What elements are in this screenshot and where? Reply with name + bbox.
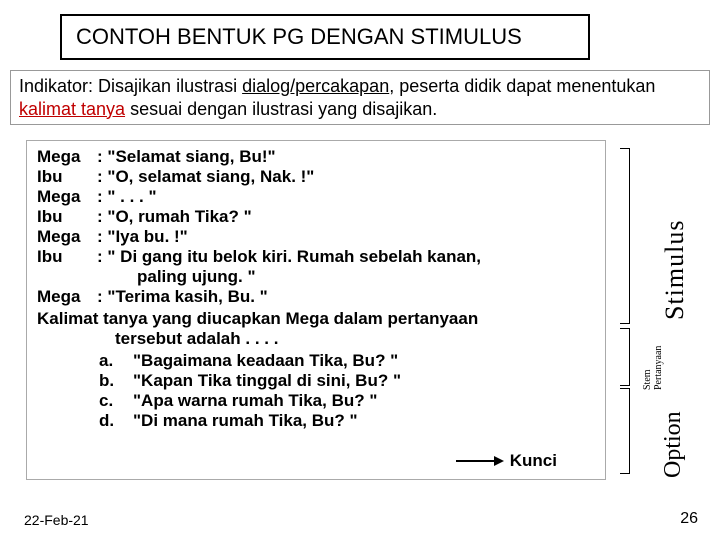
arrow-icon	[456, 456, 504, 466]
label-stem: Stem Pertanyaan	[642, 326, 664, 390]
option-row: d."Di mana rumah Tika, Bu? "	[37, 411, 595, 431]
ind-u2: kalimat tanya	[19, 99, 125, 119]
content-box: Mega: "Selamat siang, Bu!" Ibu: "O, sela…	[26, 140, 606, 480]
dialog-row: Mega: "Iya bu. !"	[37, 227, 595, 247]
footer-date: 22-Feb-21	[24, 512, 89, 528]
footer-page: 26	[680, 510, 698, 528]
ind-mid: , peserta didik dapat menentukan	[389, 76, 655, 96]
question-line1: Kalimat tanya yang diucapkan Mega dalam …	[37, 309, 595, 329]
title-box: CONTOH BENTUK PG DENGAN STIMULUS	[60, 14, 590, 60]
speaker: Ibu	[37, 207, 97, 227]
kunci-wrap: Kunci	[456, 451, 557, 471]
dialog-cont: paling ujung. "	[37, 267, 595, 287]
dialog-row: Mega: "Terima kasih, Bu. "	[37, 287, 595, 307]
line: : " . . . "	[97, 187, 595, 207]
options: a."Bagaimana keadaan Tika, Bu? " b."Kapa…	[37, 351, 595, 431]
kunci-label: Kunci	[510, 451, 557, 471]
line: : "O, rumah Tika? "	[97, 207, 595, 227]
title-text: CONTOH BENTUK PG DENGAN STIMULUS	[76, 24, 522, 49]
dialog-row: Ibu: " Di gang itu belok kiri. Rumah seb…	[37, 247, 595, 267]
bracket-option-icon	[620, 388, 630, 474]
speaker: Ibu	[37, 167, 97, 187]
bracket-stimulus-icon	[620, 148, 630, 324]
option-row: a."Bagaimana keadaan Tika, Bu? "	[37, 351, 595, 371]
option-text: "Apa warna rumah Tika, Bu? "	[133, 391, 377, 411]
option-text: "Kapan Tika tinggal di sini, Bu? "	[133, 371, 401, 391]
speaker: Mega	[37, 187, 97, 207]
ind-u1: dialog/percakapan	[242, 76, 389, 96]
line: : "Iya bu. !"	[97, 227, 595, 247]
line: : "Terima kasih, Bu. "	[97, 287, 595, 307]
option-text: "Di mana rumah Tika, Bu? "	[133, 411, 358, 431]
label-option: Option	[660, 398, 687, 478]
speaker: Mega	[37, 287, 97, 307]
speaker: Mega	[37, 147, 97, 167]
option-row: b."Kapan Tika tinggal di sini, Bu? "	[37, 371, 595, 391]
option-text: "Bagaimana keadaan Tika, Bu? "	[133, 351, 398, 371]
option-letter: a.	[99, 351, 133, 371]
speaker: Mega	[37, 227, 97, 247]
dialog-row: Mega: " . . . "	[37, 187, 595, 207]
dialog-row: Ibu: "O, selamat siang, Nak. !"	[37, 167, 595, 187]
ind-post: sesuai dengan ilustrasi yang disajikan.	[125, 99, 437, 119]
dialog-row: Ibu: "O, rumah Tika? "	[37, 207, 595, 227]
bracket-stem-icon	[620, 328, 630, 386]
speaker: Ibu	[37, 247, 97, 267]
option-letter: b.	[99, 371, 133, 391]
option-letter: c.	[99, 391, 133, 411]
question-line2: tersebut adalah . . . .	[37, 329, 595, 349]
ind-pre: Indikator: Disajikan ilustrasi	[19, 76, 242, 96]
line: : "Selamat siang, Bu!"	[97, 147, 595, 167]
label-stimulus: Stimulus	[660, 170, 690, 320]
option-row: c."Apa warna rumah Tika, Bu? "	[37, 391, 595, 411]
option-letter: d.	[99, 411, 133, 431]
line: : "O, selamat siang, Nak. !"	[97, 167, 595, 187]
dialog-row: Mega: "Selamat siang, Bu!"	[37, 147, 595, 167]
line: : " Di gang itu belok kiri. Rumah sebela…	[97, 247, 595, 267]
indikator-box: Indikator: Disajikan ilustrasi dialog/pe…	[10, 70, 710, 125]
